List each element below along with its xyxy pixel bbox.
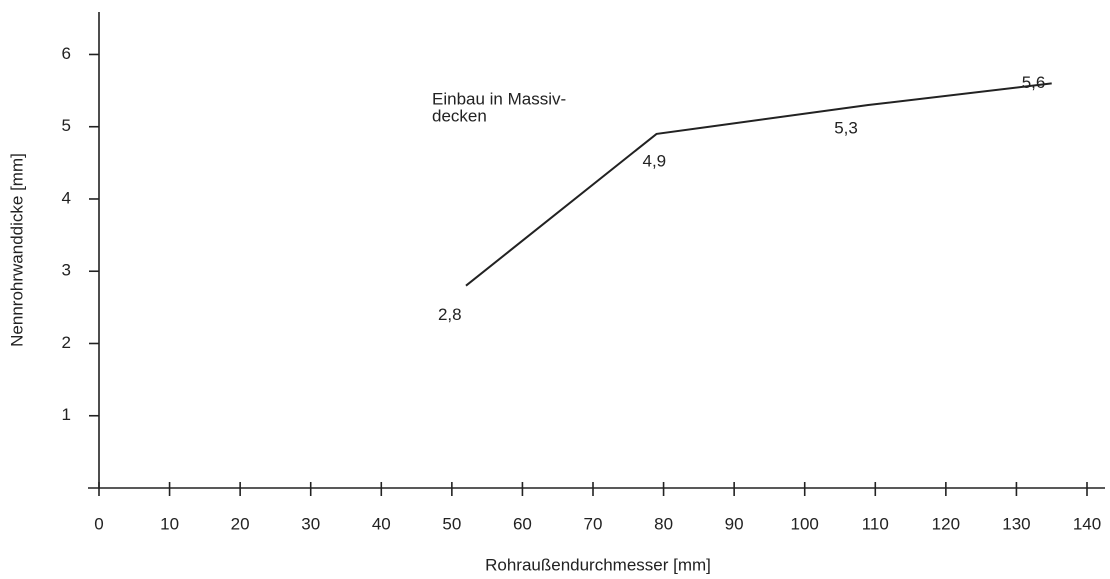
x-tick-label: 90	[725, 514, 744, 533]
y-axis-label: Nennrohrwanddicke [mm]	[7, 153, 26, 347]
y-tick-label: 6	[62, 44, 71, 63]
y-tick-label: 4	[62, 188, 71, 207]
x-tick-label: 100	[791, 514, 819, 533]
x-tick-label: 20	[231, 514, 250, 533]
x-tick-label: 10	[160, 514, 179, 533]
data-line	[465, 82, 1052, 287]
x-tick-label: 0	[94, 514, 103, 533]
x-tick-label: 70	[584, 514, 603, 533]
x-tick-label: 30	[301, 514, 320, 533]
annotation: decken	[432, 106, 487, 125]
y-tick-label: 3	[62, 261, 71, 280]
y-tick-label: 2	[62, 333, 71, 352]
x-tick-label: 110	[862, 514, 889, 533]
x-tick-label: 130	[1002, 514, 1030, 533]
y-tick-label: 5	[62, 116, 71, 135]
data-label: 5,3	[834, 119, 858, 138]
x-axis-label: Rohraußendurchmesser [mm]	[485, 555, 711, 574]
data-label: 2,8	[438, 305, 462, 324]
y-tick-label: 1	[62, 405, 71, 424]
data-label: 4,9	[643, 151, 667, 170]
x-tick-label: 140	[1073, 514, 1101, 533]
x-tick-label: 40	[372, 514, 391, 533]
annotation: Einbau in Massiv-	[432, 89, 566, 108]
data-label: 5,6	[1022, 73, 1046, 92]
x-tick-label: 120	[932, 514, 960, 533]
x-tick-label: 50	[442, 514, 461, 533]
x-tick-label: 60	[513, 514, 532, 533]
x-tick-label: 80	[654, 514, 673, 533]
